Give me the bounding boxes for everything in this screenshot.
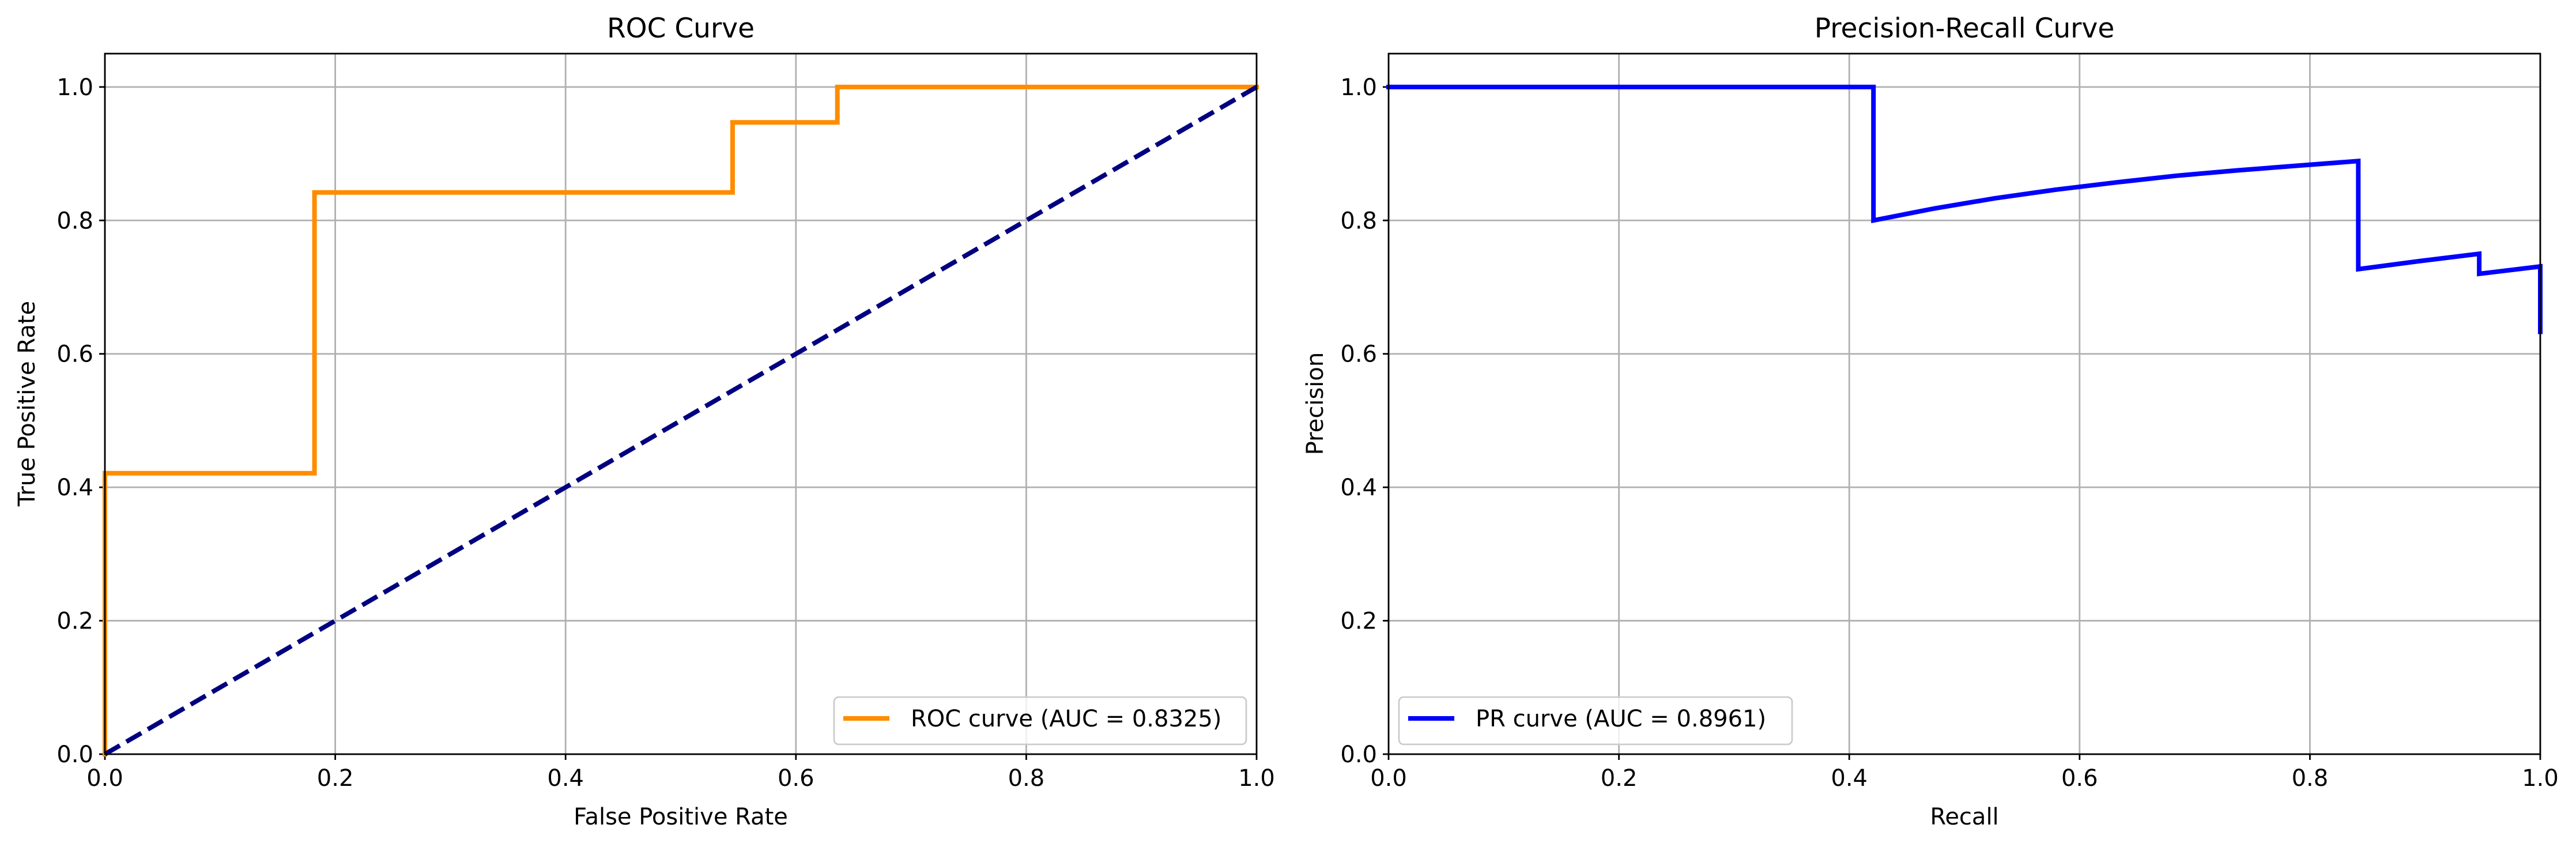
- pr-plot-frame: [1387, 52, 2541, 755]
- roc-x-tick-label: 0.2: [317, 765, 354, 792]
- roc-y-tick-label: 0.6: [56, 341, 93, 368]
- roc-x-tick-label: 1.0: [1238, 765, 1275, 792]
- roc-series-lines: [103, 84, 1259, 756]
- roc-y-tick-label: 0.4: [56, 475, 93, 501]
- pr-x-tick-label: 1.0: [2522, 765, 2559, 792]
- pr-chart-panel: Precision-Recall Curve Recall Precision …: [1302, 13, 2559, 830]
- pr-y-tick-label: 0.6: [1340, 341, 1377, 368]
- roc-x-tick-label: 0.6: [778, 765, 814, 792]
- pr-x-tick-label: 0.4: [1831, 765, 1868, 792]
- pr-x-axis-label: Recall: [1930, 804, 1998, 830]
- pr-x-tick-label: 0.2: [1601, 765, 1638, 792]
- roc-y-axis-label: True Positive Rate: [14, 301, 40, 507]
- pr-legend: PR curve (AUC = 0.8961): [1398, 696, 1793, 746]
- roc-chart-panel: ROC Curve False Positive Rate True Posit…: [14, 13, 1275, 830]
- roc-legend-box: [833, 696, 1247, 746]
- roc-x-axis-label: False Positive Rate: [574, 804, 788, 830]
- roc-y-tick-label: 1.0: [56, 74, 93, 101]
- pr-y-tick-label: 0.2: [1340, 608, 1377, 635]
- pr-curve-line: [1386, 84, 2543, 334]
- roc-plot-frame: [104, 52, 1258, 755]
- roc-chart-title: ROC Curve: [607, 13, 755, 44]
- roc-curve-line: [103, 84, 1259, 756]
- roc-grid: [104, 54, 1258, 755]
- roc-x-tick-label: 0.0: [86, 765, 123, 792]
- pr-legend-label: PR curve (AUC = 0.8961): [1476, 706, 1766, 732]
- pr-y-tick-label: 1.0: [1340, 74, 1377, 101]
- roc-y-tick-label: 0.8: [56, 208, 93, 234]
- pr-chart-title: Precision-Recall Curve: [1815, 13, 2115, 44]
- pr-x-tick-label: 0.6: [2061, 765, 2098, 792]
- roc-x-tick-label: 0.8: [1008, 765, 1045, 792]
- pr-series-lines: [1386, 84, 2543, 334]
- pr-x-tick-label: 0.8: [2292, 765, 2329, 792]
- roc-ticks: 0.0 0.2 0.4 0.6 0.8 1.0 0.0 0.2 0.4 0.6 0.8 1.0: [56, 74, 1274, 792]
- pr-y-tick-label: 0.8: [1340, 208, 1377, 234]
- roc-y-tick-label: 0.0: [56, 741, 93, 768]
- roc-y-tick-label: 0.2: [56, 608, 93, 635]
- roc-x-tick-label: 0.4: [547, 765, 584, 792]
- pr-y-axis-label: Precision: [1302, 352, 1329, 455]
- roc-legend: ROC curve (AUC = 0.8325): [833, 696, 1247, 746]
- pr-x-tick-label: 0.0: [1370, 765, 1407, 792]
- pr-y-tick-label: 0.0: [1340, 741, 1377, 768]
- roc-legend-label: ROC curve (AUC = 0.8325): [911, 706, 1221, 732]
- pr-legend-box: [1398, 696, 1793, 746]
- pr-y-tick-label: 0.4: [1340, 475, 1377, 501]
- pr-ticks: 0.0 0.2 0.4 0.6 0.8 1.0 0.0 0.2 0.4 0.6 0.8 1.0: [1340, 74, 2558, 792]
